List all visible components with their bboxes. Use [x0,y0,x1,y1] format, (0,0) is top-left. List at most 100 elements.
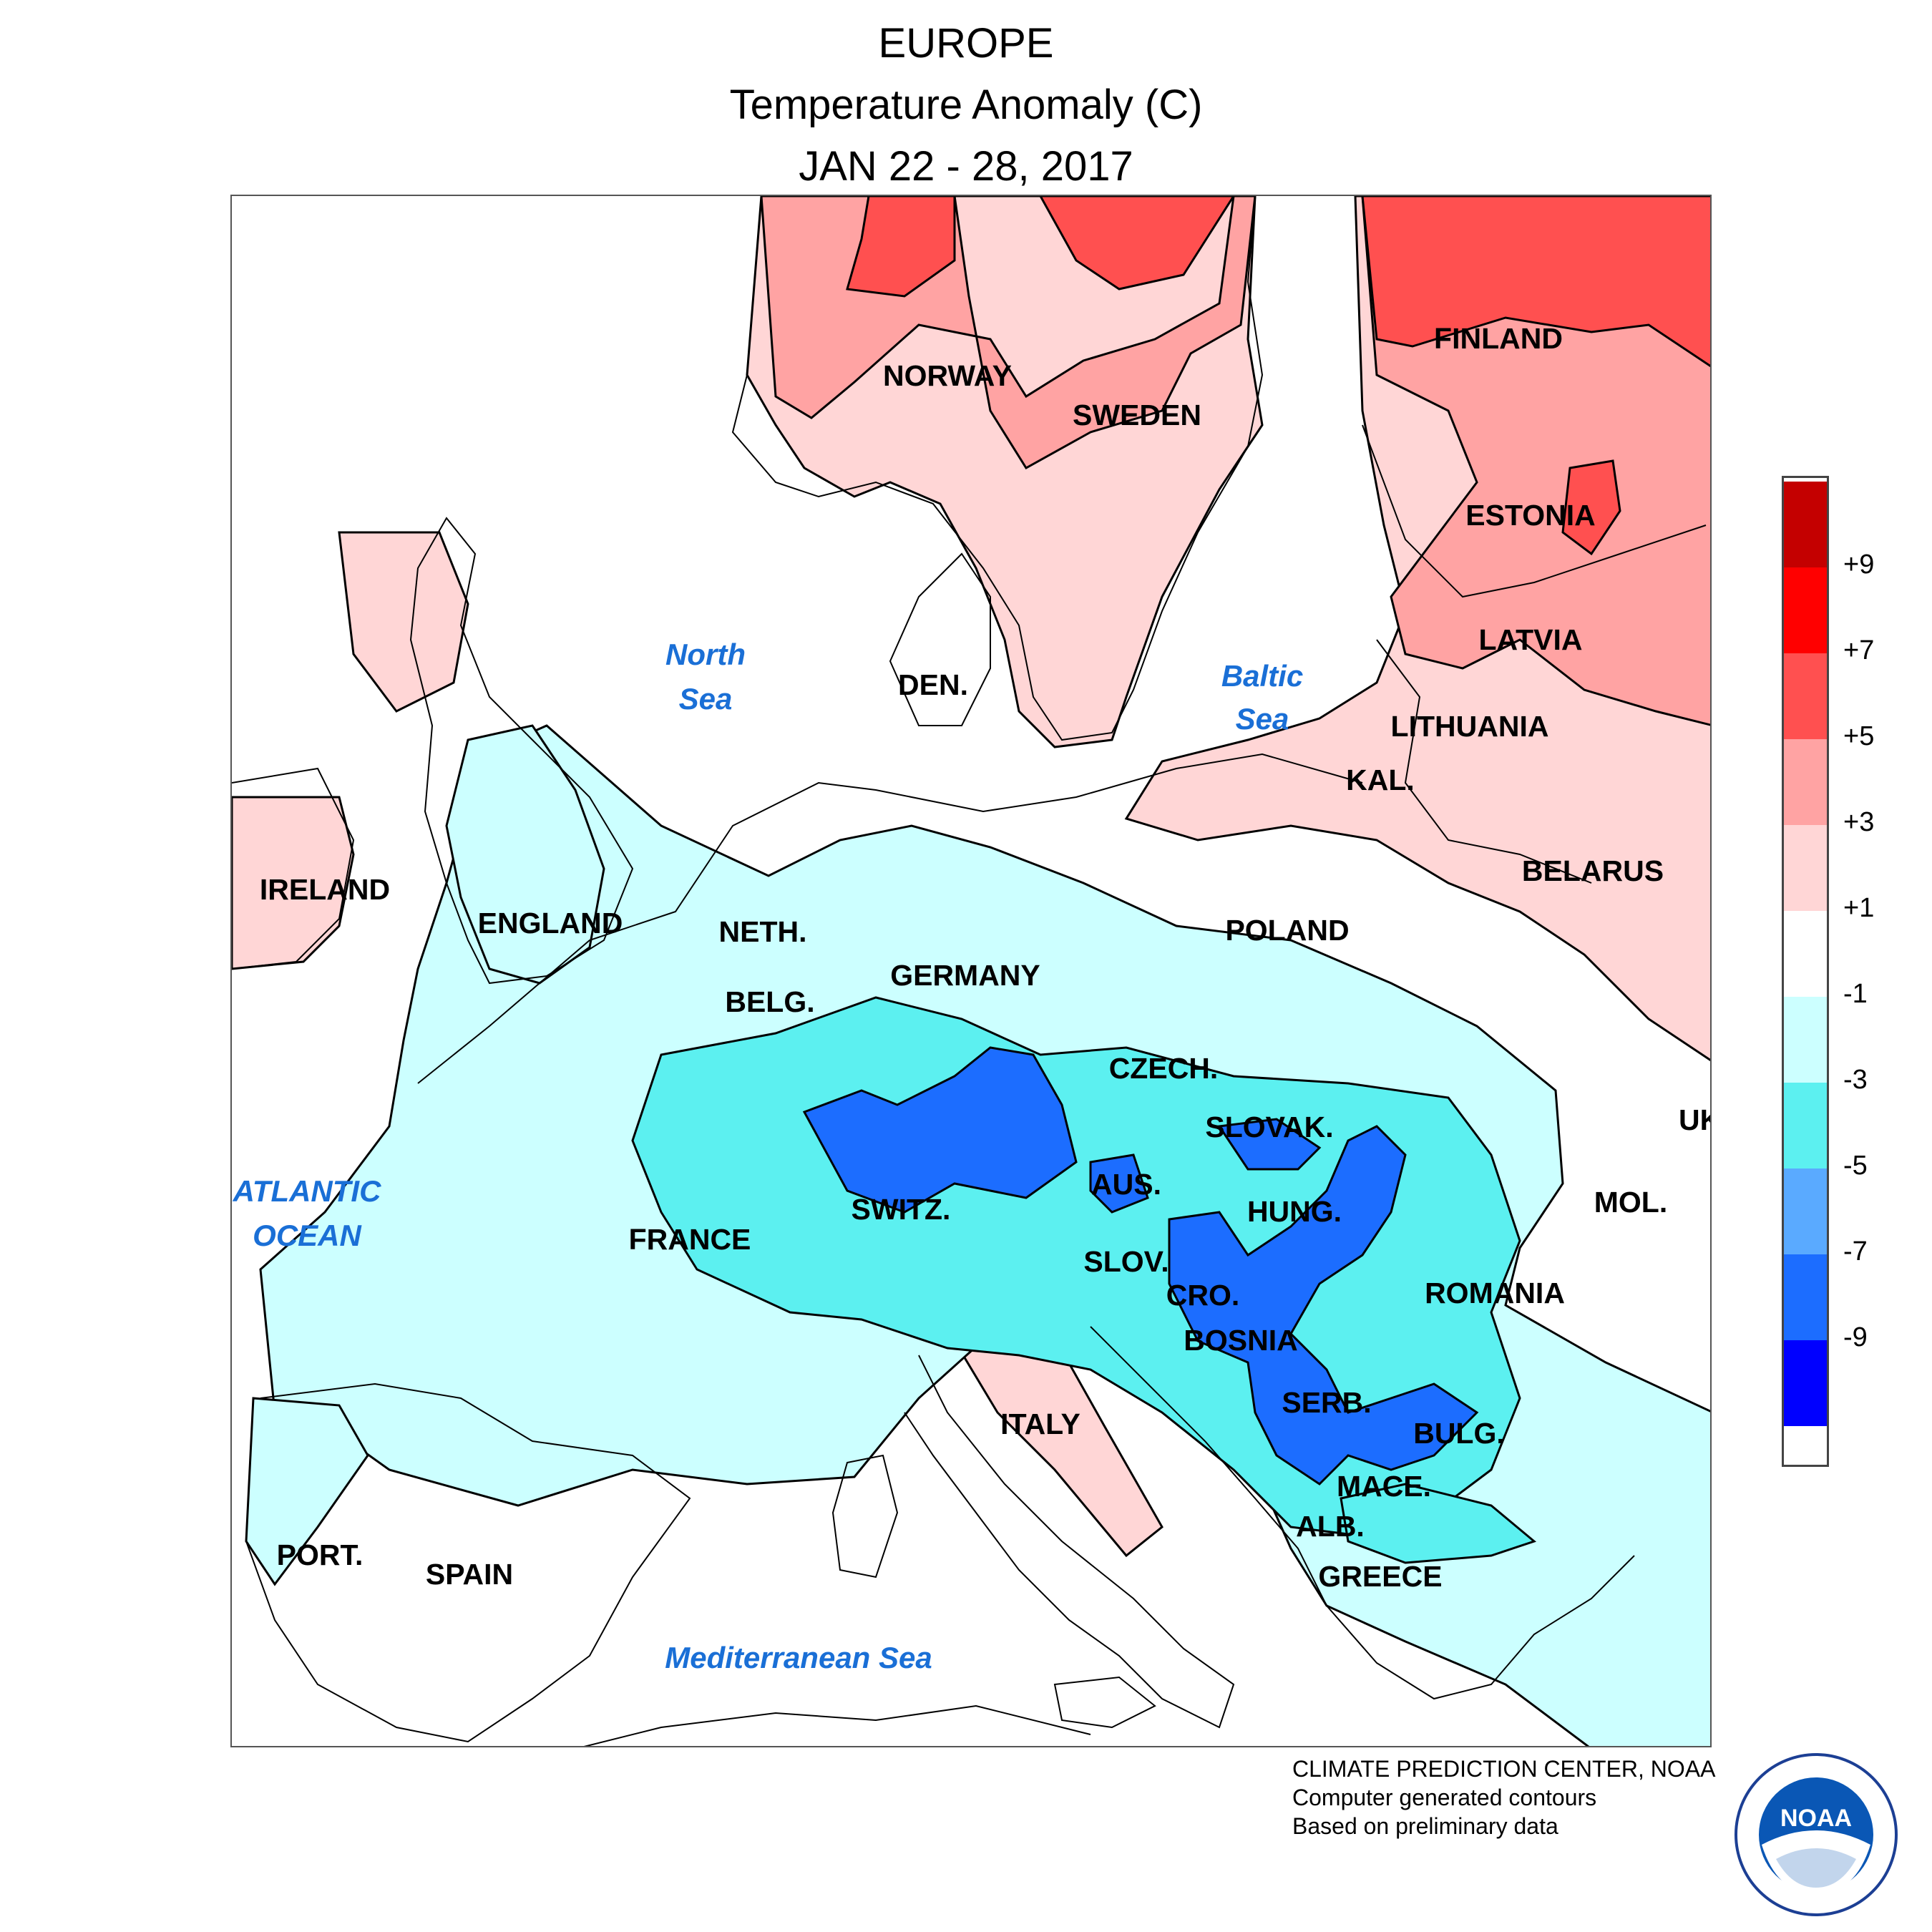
sea-label-mediterranean-sea: Mediterranean Sea [665,1641,932,1674]
country-label-greece: GREECE [1318,1560,1442,1593]
legend-tick-plus5: +5 [1843,721,1875,751]
legend-swatch-7-to-9 [1784,567,1827,653]
legend-tick-minus1: -1 [1843,979,1868,1009]
legend-tick-minus3: -3 [1843,1065,1868,1095]
country-label-slov: SLOV. [1083,1245,1169,1278]
cold-region-aus-9 [1089,1153,1149,1214]
legend-swatch-5-to-7 [1784,653,1827,739]
anomaly-map: North Sea Baltic Sea ATLANTIC OCEAN Medi… [232,196,1712,1746]
coastline-scandinavia [731,196,1264,741]
cold-anomaly-layer [245,724,1710,1746]
coastline-sardinia [831,1454,899,1579]
country-label-serb: SERB. [1282,1386,1371,1419]
credits-note: Based on preliminary data [1292,1813,1558,1839]
coastline-north-africa [583,1704,1091,1746]
coastline-great-britain [409,517,634,985]
country-label-belarus: BELARUS [1522,854,1664,887]
country-label-bulg: BULG. [1413,1417,1505,1450]
map-title: EUROPE [878,20,1054,67]
legend-swatch-below-minus9 [1784,1340,1827,1426]
country-label-england: ENGLAND [478,907,623,940]
country-label-latvia: LATVIA [1478,623,1582,656]
country-label-sweden: SWEDEN [1073,399,1201,431]
sea-label-baltic-sea-line2: Sea [1236,702,1289,736]
country-label-ireland: IRELAND [260,873,390,906]
country-label-lithuania: LITHUANIA [1391,710,1549,743]
coastline-iberia [245,1382,691,1743]
sea-label-baltic-sea-line1: Baltic [1221,659,1303,693]
legend-swatch-3-to-5 [1784,739,1827,825]
map-frame: North Sea Baltic Sea ATLANTIC OCEAN Medi… [230,195,1712,1747]
country-label-spain: SPAIN [426,1558,513,1591]
country-label-finland: FINLAND [1434,322,1563,355]
country-label-den: DEN. [898,668,968,701]
warm-region-ireland [232,796,355,970]
country-label-mace: MACE. [1337,1470,1431,1503]
title-block: EUROPE Temperature Anomaly (C) JAN 22 - … [0,13,1932,197]
legend-swatch-1-to-3 [1784,825,1827,911]
country-label-poland: POLAND [1225,914,1349,947]
map-subtitle: Temperature Anomaly (C) [729,82,1203,128]
coastline-adriatic [1090,1326,1327,1606]
coastline-layer [232,196,1707,1746]
country-label-hung: HUNG. [1247,1195,1342,1228]
country-label-belg: BELG. [725,985,814,1018]
coastline-ireland [232,767,355,970]
coastline-denmark [889,552,991,726]
map-date-range: JAN 22 - 28, 2017 [799,143,1133,190]
country-label-france: FRANCE [629,1223,751,1256]
credits-block: CLIMATE PREDICTION CENTER, NOAA Computer… [1292,1755,1715,1840]
sea-label-atlantic-ocean-line2: OCEAN [253,1219,362,1252]
country-label-cro: CRO. [1166,1279,1240,1312]
country-label-germany: GERMANY [890,959,1040,992]
warm-region-norway-5 [846,196,956,298]
country-label-italy: ITALY [1000,1407,1080,1440]
country-label-romania: ROMANIA [1425,1277,1565,1309]
cold-region-germany-9 [802,1046,1078,1214]
coastline-greece [1326,1555,1635,1700]
country-label-switz: SWITZ. [852,1193,951,1226]
country-label-mol: MOL. [1594,1186,1667,1219]
country-label-estonia: ESTONIA [1465,499,1596,532]
warm-region-estonia-5 [1561,459,1621,556]
credits-source: CLIMATE PREDICTION CENTER, NOAA [1292,1756,1716,1782]
legend-swatch-minus9-to-minus7 [1784,1254,1827,1340]
warm-region-scotland [338,531,469,713]
coastline-finland [1362,424,1707,598]
legend-swatch-minus5-to-minus3 [1784,1083,1827,1169]
cold-region-greece-3 [1340,1483,1537,1564]
coastline-continent [417,753,1363,1084]
coastline-baltic-states [1376,639,1592,884]
legend-tick-plus1: +1 [1843,893,1875,923]
noaa-logo-icon: NOAA [1735,1753,1898,1916]
legend-swatch-above-9 [1784,482,1827,567]
country-label-kal: KAL. [1346,763,1415,796]
country-label-uk: UK [1679,1103,1712,1136]
country-label-norway: NORWAY [883,359,1012,392]
warm-region-finland-5 [1361,196,1710,368]
country-label-bosnia: BOSNIA [1184,1324,1297,1357]
sea-label-north-sea-line2: Sea [679,682,733,716]
country-label-aus: AUS. [1091,1168,1161,1201]
cold-region-slovak-9 [1217,1118,1322,1171]
legend-swatch-minus3-to-minus1 [1784,997,1827,1083]
country-label-port: PORT. [277,1538,364,1571]
legend-tick-minus9: -9 [1843,1322,1868,1352]
sea-label-north-sea-line1: North [665,638,746,671]
warm-region-sweden-5 [1039,196,1235,291]
noaa-logo-text: NOAA [1780,1805,1852,1832]
warm-anomaly-layer [232,196,1710,1558]
legend-tick-plus9: +9 [1843,550,1875,580]
country-label-slovak: SLOVAK. [1205,1111,1333,1143]
legend-tick-minus5: -5 [1843,1151,1868,1181]
cold-region-balkans-9 [1168,1125,1479,1485]
legend-swatch-minus1-to-1 [1784,911,1827,997]
legend-swatch-minus7-to-minus5 [1784,1169,1827,1254]
sea-label-atlantic-ocean-line1: ATLANTIC [233,1174,382,1208]
country-label-alb: ALB. [1296,1510,1365,1543]
coastline-sicily [1053,1676,1156,1729]
legend-tick-plus7: +7 [1843,635,1875,665]
color-legend [1782,476,1829,1467]
credits-method: Computer generated contours [1292,1785,1597,1810]
legend-tick-plus3: +3 [1843,807,1875,837]
